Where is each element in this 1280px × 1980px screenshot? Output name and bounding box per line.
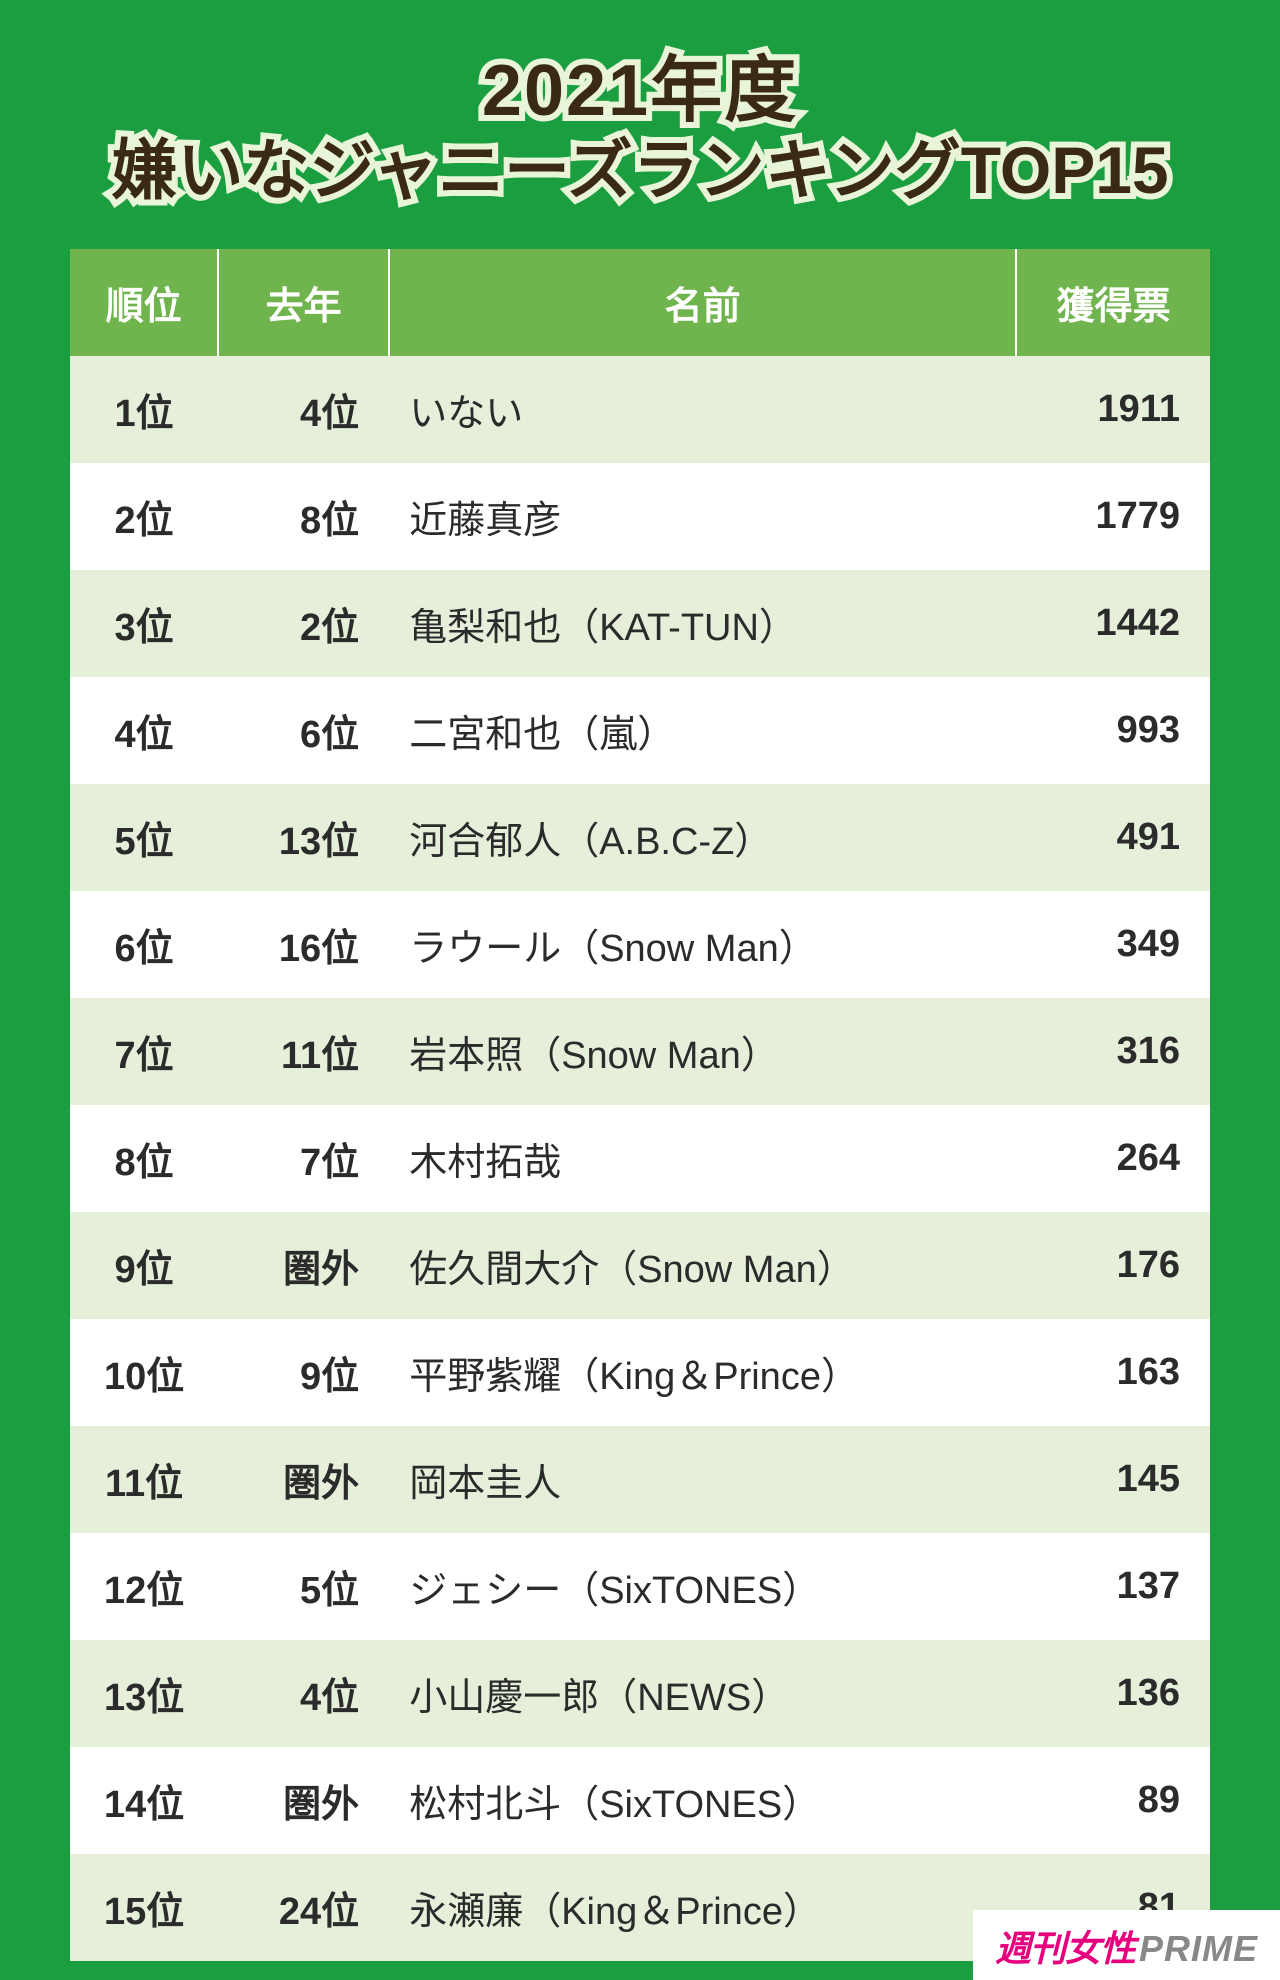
column-header-last: 去年 <box>218 249 389 356</box>
cell-name: 河合郁人（A.B.C-Z） <box>389 784 1016 891</box>
cell-votes: 1779 <box>1016 463 1210 570</box>
table-row: 8位7位木村拓哉264 <box>70 1105 1210 1212</box>
ranking-table-container: 順位去年名前獲得票 1位4位いない19112位8位近藤真彦17793位2位亀梨和… <box>70 249 1210 1961</box>
cell-votes: 1911 <box>1016 356 1210 463</box>
cell-last: 7位 <box>218 1105 389 1212</box>
cell-rank: 15位 <box>70 1854 218 1961</box>
cell-name: 平野紫耀（King＆Prince） <box>389 1319 1016 1426</box>
cell-name: ラウール（Snow Man） <box>389 891 1016 998</box>
page-root: 2021年度 嫌いなジャニーズランキングTOP15 2021年度 嫌いなジャニー… <box>0 0 1280 1961</box>
table-row: 11位圏外岡本圭人145 <box>70 1426 1210 1533</box>
cell-votes: 163 <box>1016 1319 1210 1426</box>
cell-name: 二宮和也（嵐） <box>389 677 1016 784</box>
cell-rank: 14位 <box>70 1747 218 1854</box>
cell-last: 24位 <box>218 1854 389 1961</box>
cell-rank: 2位 <box>70 463 218 570</box>
cell-rank: 8位 <box>70 1105 218 1212</box>
cell-last: 6位 <box>218 677 389 784</box>
page-title: 2021年度 嫌いなジャニーズランキングTOP15 2021年度 嫌いなジャニー… <box>70 50 1210 209</box>
cell-name: 近藤真彦 <box>389 463 1016 570</box>
cell-votes: 1442 <box>1016 570 1210 677</box>
cell-rank: 13位 <box>70 1640 218 1747</box>
cell-votes: 136 <box>1016 1640 1210 1747</box>
ranking-table: 順位去年名前獲得票 1位4位いない19112位8位近藤真彦17793位2位亀梨和… <box>70 249 1210 1961</box>
column-header-name: 名前 <box>389 249 1016 356</box>
cell-last: 4位 <box>218 1640 389 1747</box>
cell-last: 13位 <box>218 784 389 891</box>
cell-last: 圏外 <box>218 1747 389 1854</box>
cell-name: ジェシー（SixTONES） <box>389 1533 1016 1640</box>
cell-rank: 6位 <box>70 891 218 998</box>
cell-rank: 12位 <box>70 1533 218 1640</box>
cell-votes: 264 <box>1016 1105 1210 1212</box>
title-line-1: 2021年度 <box>70 50 1210 133</box>
table-row: 12位5位ジェシー（SixTONES）137 <box>70 1533 1210 1640</box>
table-body: 1位4位いない19112位8位近藤真彦17793位2位亀梨和也（KAT-TUN）… <box>70 356 1210 1961</box>
cell-last: 8位 <box>218 463 389 570</box>
source-badge: 週刊女性 PRIME <box>973 1910 1280 1980</box>
cell-name: 松村北斗（SixTONES） <box>389 1747 1016 1854</box>
cell-last: 4位 <box>218 356 389 463</box>
table-row: 13位4位小山慶一郎（NEWS）136 <box>70 1640 1210 1747</box>
cell-name: 木村拓哉 <box>389 1105 1016 1212</box>
table-row: 10位9位平野紫耀（King＆Prince）163 <box>70 1319 1210 1426</box>
table-row: 2位8位近藤真彦1779 <box>70 463 1210 570</box>
cell-last: 2位 <box>218 570 389 677</box>
cell-name: 佐久間大介（Snow Man） <box>389 1212 1016 1319</box>
table-row: 1位4位いない1911 <box>70 356 1210 463</box>
table-row: 4位6位二宮和也（嵐）993 <box>70 677 1210 784</box>
cell-votes: 316 <box>1016 998 1210 1105</box>
cell-votes: 491 <box>1016 784 1210 891</box>
table-header: 順位去年名前獲得票 <box>70 249 1210 356</box>
cell-rank: 7位 <box>70 998 218 1105</box>
source-jp-text: 週刊女性 <box>995 1920 1135 1972</box>
cell-rank: 9位 <box>70 1212 218 1319</box>
cell-votes: 145 <box>1016 1426 1210 1533</box>
cell-rank: 3位 <box>70 570 218 677</box>
table-row: 14位圏外松村北斗（SixTONES）89 <box>70 1747 1210 1854</box>
cell-name: 小山慶一郎（NEWS） <box>389 1640 1016 1747</box>
cell-name: 亀梨和也（KAT-TUN） <box>389 570 1016 677</box>
title-line-2: 嫌いなジャニーズランキングTOP15 <box>70 133 1210 209</box>
cell-last: 圏外 <box>218 1426 389 1533</box>
table-row: 7位11位岩本照（Snow Man）316 <box>70 998 1210 1105</box>
cell-rank: 11位 <box>70 1426 218 1533</box>
column-header-rank: 順位 <box>70 249 218 356</box>
cell-rank: 10位 <box>70 1319 218 1426</box>
column-header-votes: 獲得票 <box>1016 249 1210 356</box>
cell-rank: 1位 <box>70 356 218 463</box>
cell-votes: 89 <box>1016 1747 1210 1854</box>
source-en-text: PRIME <box>1139 1928 1258 1970</box>
table-row: 6位16位ラウール（Snow Man）349 <box>70 891 1210 998</box>
cell-rank: 5位 <box>70 784 218 891</box>
cell-last: 9位 <box>218 1319 389 1426</box>
cell-last: 圏外 <box>218 1212 389 1319</box>
cell-last: 16位 <box>218 891 389 998</box>
table-row: 9位圏外佐久間大介（Snow Man）176 <box>70 1212 1210 1319</box>
cell-rank: 4位 <box>70 677 218 784</box>
cell-votes: 176 <box>1016 1212 1210 1319</box>
cell-votes: 137 <box>1016 1533 1210 1640</box>
cell-last: 5位 <box>218 1533 389 1640</box>
cell-name: 岡本圭人 <box>389 1426 1016 1533</box>
table-row: 3位2位亀梨和也（KAT-TUN）1442 <box>70 570 1210 677</box>
cell-name: 岩本照（Snow Man） <box>389 998 1016 1105</box>
cell-votes: 993 <box>1016 677 1210 784</box>
cell-name: 永瀬廉（King＆Prince） <box>389 1854 1016 1961</box>
table-row: 5位13位河合郁人（A.B.C-Z）491 <box>70 784 1210 891</box>
cell-votes: 349 <box>1016 891 1210 998</box>
cell-name: いない <box>389 356 1016 463</box>
cell-last: 11位 <box>218 998 389 1105</box>
